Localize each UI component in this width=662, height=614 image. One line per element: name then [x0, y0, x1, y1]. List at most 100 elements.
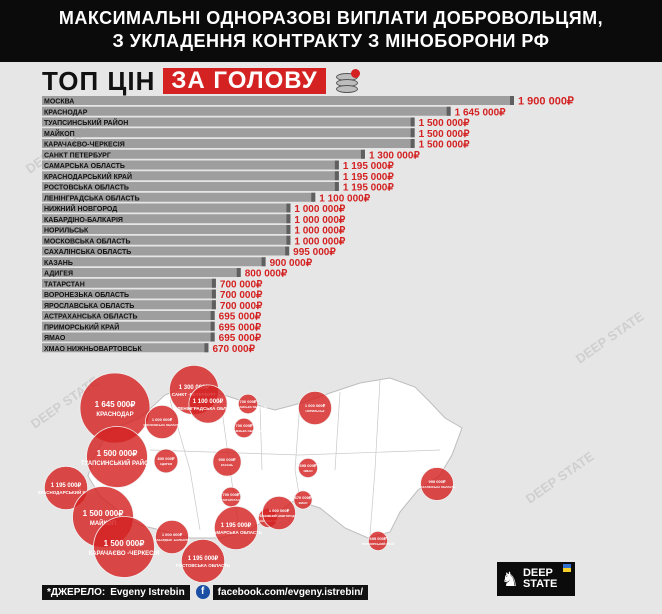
bubble-amount: 1 195 000₽ [188, 555, 219, 562]
bar [42, 246, 290, 256]
category-label: САНКТ ПЕТЕРБУРГ [44, 152, 111, 159]
category-label: РОСТОВСЬКА ОБЛАСТЬ [44, 185, 129, 192]
bar [42, 139, 415, 148]
value-label: 800 000₽ [245, 269, 288, 280]
category-label: КАЗАНЬ [44, 260, 73, 267]
bubble-label: МАЙКОП [90, 519, 116, 527]
logo-line-1: DEEP [522, 567, 553, 579]
value-label: 1 000 000₽ [294, 215, 345, 226]
category-label: АДИГЕЯ [44, 271, 73, 278]
bar-edge [236, 268, 241, 277]
bar-edge [211, 289, 216, 299]
bar [42, 128, 415, 138]
bar [42, 182, 339, 191]
map-bubble [93, 516, 155, 578]
bar [42, 225, 291, 234]
bar [42, 106, 451, 116]
bar-edge [204, 343, 209, 353]
bubble-amount: 1 000 000₽ [152, 417, 173, 422]
bubble-amount: 1 000 000₽ [162, 532, 183, 537]
map-bubble [233, 417, 255, 439]
map-bubble [367, 530, 389, 552]
bubble-amount: 900 000₽ [218, 457, 235, 462]
bubble-label: ЛЕНІНГРАДСЬКА ОБЛАСТЬ [177, 406, 239, 411]
value-label: 1 195 000₽ [343, 183, 394, 194]
bubble-amount: 695 000₽ [299, 463, 316, 468]
bar-edge [360, 149, 365, 159]
chart-title: ТОП ЦІН ЗА ГОЛОВУ [42, 68, 360, 94]
coin-stack-icon [334, 69, 360, 93]
category-label: МАЙКОП [44, 129, 75, 138]
bar [42, 96, 514, 105]
category-label: КАБАРДІНО-БАЛКАРІЯ [44, 217, 123, 224]
map-bubble [298, 391, 332, 425]
bubble-amount: 670 000₽ [294, 495, 311, 500]
bubble-amount: 1 195 000₽ [221, 522, 252, 529]
category-label: МОСКВА [44, 99, 74, 106]
value-label: 700 000₽ [220, 279, 263, 290]
bar [42, 257, 266, 267]
bar-edge [334, 160, 339, 170]
value-label: 1 900 000₽ [518, 96, 574, 108]
bubble-amount: 1 500 000₽ [83, 509, 124, 518]
bubble-amount: 995 000₽ [428, 479, 445, 484]
bubble-amount: 700 000₽ [235, 423, 252, 428]
bubble-amount: 700 000₽ [222, 492, 239, 497]
map-bubble [237, 393, 259, 415]
bar-edge [211, 300, 216, 310]
bar-edge [286, 235, 291, 245]
category-label: МОСКОВСЬКА ОБЛАСТЬ [44, 238, 130, 245]
knight-icon: ♞ [501, 568, 519, 591]
bubble-label: НОРИЛЬСЬК [306, 409, 325, 413]
bubble-amount: 1 000 000₽ [269, 508, 290, 513]
map-bubble [153, 448, 179, 474]
value-label: 670 000₽ [212, 344, 255, 355]
category-label: ЯРОСЛАВСЬКА ОБЛАСТЬ [44, 303, 134, 310]
value-label: 1 195 000₽ [343, 172, 394, 183]
facebook-link[interactable]: facebook.com/evgeny.istrebin/ [212, 584, 369, 600]
category-label: ТУАПСИНСЬКИЙ РАЙОН [44, 118, 128, 127]
bubble-amount: 1 000 000₽ [305, 403, 326, 408]
ukraine-flag-icon [563, 564, 571, 572]
category-label: КРАСНОДАР [44, 109, 88, 116]
value-label: 1 500 000₽ [419, 129, 470, 140]
bar-edge [286, 203, 291, 213]
bubble-label: АДИГЕЯ [160, 462, 172, 466]
bar-edge [311, 192, 316, 202]
value-label: 1 100 000₽ [319, 193, 370, 204]
bar [42, 117, 415, 127]
category-label: НИЖНИЙ НОВГОРОД [44, 204, 117, 213]
value-label: 1 500 000₽ [419, 140, 470, 151]
map-bubble [262, 496, 296, 530]
value-label: 1 300 000₽ [369, 150, 420, 161]
bubble-amount: 800 000₽ [157, 456, 174, 461]
bubble-amount: 1 195 000₽ [51, 482, 82, 489]
category-label: НОРИЛЬСЬК [44, 228, 89, 235]
bubble-amount: 1 645 000₽ [95, 400, 136, 409]
map-bubble [420, 467, 454, 501]
bubble-label: КАЗАНЬ [221, 463, 234, 467]
category-label: ВОРОНЕЗЬКА ОБЛАСТЬ [44, 292, 129, 299]
map-bubble [213, 505, 259, 551]
map-bubble [43, 465, 89, 511]
value-label: 1 000 000₽ [294, 204, 345, 215]
bubble-label: КРАСНОДАР [96, 412, 133, 418]
bubble-label: КАРАЧАЄВО -ЧЕРКЕСІЯ [89, 551, 160, 557]
bubble-amount: 1 100 000₽ [193, 398, 224, 405]
source-name: Evgeny Istrebin [110, 584, 190, 600]
value-label: 1 000 000₽ [294, 226, 345, 237]
map-bubble [180, 538, 226, 584]
deepstate-logo: ♞ DEEP STATE [497, 562, 575, 596]
bar-edge [286, 214, 291, 224]
bar-edge [261, 257, 266, 267]
bar-edge [410, 139, 415, 148]
bar [42, 203, 291, 213]
bar-edge [334, 171, 339, 181]
value-label: 1 500 000₽ [419, 118, 470, 129]
bubble-label: ПРИМОРСЬКИЙ КРАЙ [362, 542, 394, 546]
bar [42, 289, 216, 299]
category-label: ЯМАО [44, 335, 66, 342]
value-label: 900 000₽ [270, 258, 313, 269]
map-bubble [297, 457, 319, 479]
bar [42, 214, 291, 224]
